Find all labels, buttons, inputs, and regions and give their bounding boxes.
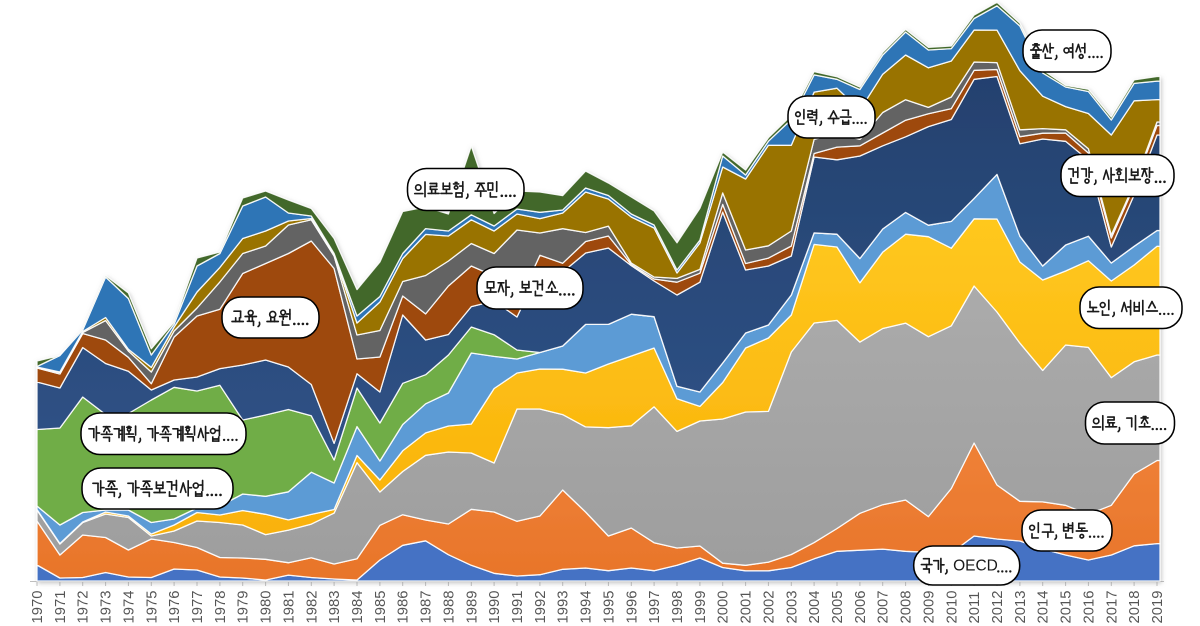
svg-text:2017: 2017	[1104, 591, 1120, 624]
svg-text:1984: 1984	[350, 591, 366, 624]
svg-text:2005: 2005	[830, 591, 846, 624]
svg-text:2010: 2010	[944, 591, 960, 624]
svg-text:2001: 2001	[739, 591, 755, 624]
svg-text:1997: 1997	[647, 591, 663, 624]
svg-text:2002: 2002	[761, 591, 777, 624]
svg-text:OECD: OECD	[953, 558, 998, 575]
svg-text:1986: 1986	[396, 591, 412, 624]
svg-text:2015: 2015	[1059, 591, 1075, 624]
svg-text:1985: 1985	[373, 591, 389, 624]
svg-text:1982: 1982	[304, 591, 320, 624]
svg-text:2012: 2012	[990, 591, 1006, 624]
svg-text:2000: 2000	[716, 591, 732, 624]
svg-text:1998: 1998	[670, 591, 686, 624]
svg-text:1991: 1991	[510, 591, 526, 624]
svg-text:2003: 2003	[784, 591, 800, 624]
svg-text:1994: 1994	[579, 591, 595, 624]
svg-text:1980: 1980	[259, 591, 275, 624]
svg-text:2014: 2014	[1036, 591, 1052, 624]
svg-text:2009: 2009	[921, 591, 937, 624]
svg-text:1983: 1983	[327, 591, 343, 624]
svg-text:1981: 1981	[281, 591, 297, 624]
svg-text:2006: 2006	[853, 591, 869, 624]
svg-text:1992: 1992	[533, 591, 549, 624]
svg-text:2019: 2019	[1150, 591, 1166, 624]
svg-text:2018: 2018	[1127, 591, 1143, 624]
svg-text:1995: 1995	[601, 591, 617, 624]
svg-text:1972: 1972	[76, 591, 92, 624]
svg-text:1987: 1987	[419, 591, 435, 624]
svg-text:1971: 1971	[53, 591, 69, 624]
svg-text:2016: 2016	[1081, 591, 1097, 624]
svg-text:1973: 1973	[99, 591, 115, 624]
svg-text:1978: 1978	[213, 591, 229, 624]
svg-text:2013: 2013	[1013, 591, 1029, 624]
svg-text:1996: 1996	[624, 591, 640, 624]
svg-text:1989: 1989	[464, 591, 480, 624]
svg-text:1975: 1975	[144, 591, 160, 624]
svg-text:1979: 1979	[236, 591, 252, 624]
svg-text:1977: 1977	[190, 591, 206, 624]
svg-text:2007: 2007	[876, 591, 892, 624]
svg-text:1974: 1974	[121, 591, 137, 624]
svg-text:2004: 2004	[807, 591, 823, 624]
svg-text:2008: 2008	[899, 591, 915, 624]
svg-text:2011: 2011	[967, 592, 983, 624]
svg-text:1988: 1988	[441, 591, 457, 624]
svg-text:1990: 1990	[487, 591, 503, 624]
svg-text:1993: 1993	[556, 591, 572, 624]
svg-text:1976: 1976	[167, 591, 183, 624]
svg-text:1999: 1999	[693, 591, 709, 624]
svg-text:1970: 1970	[30, 591, 46, 624]
